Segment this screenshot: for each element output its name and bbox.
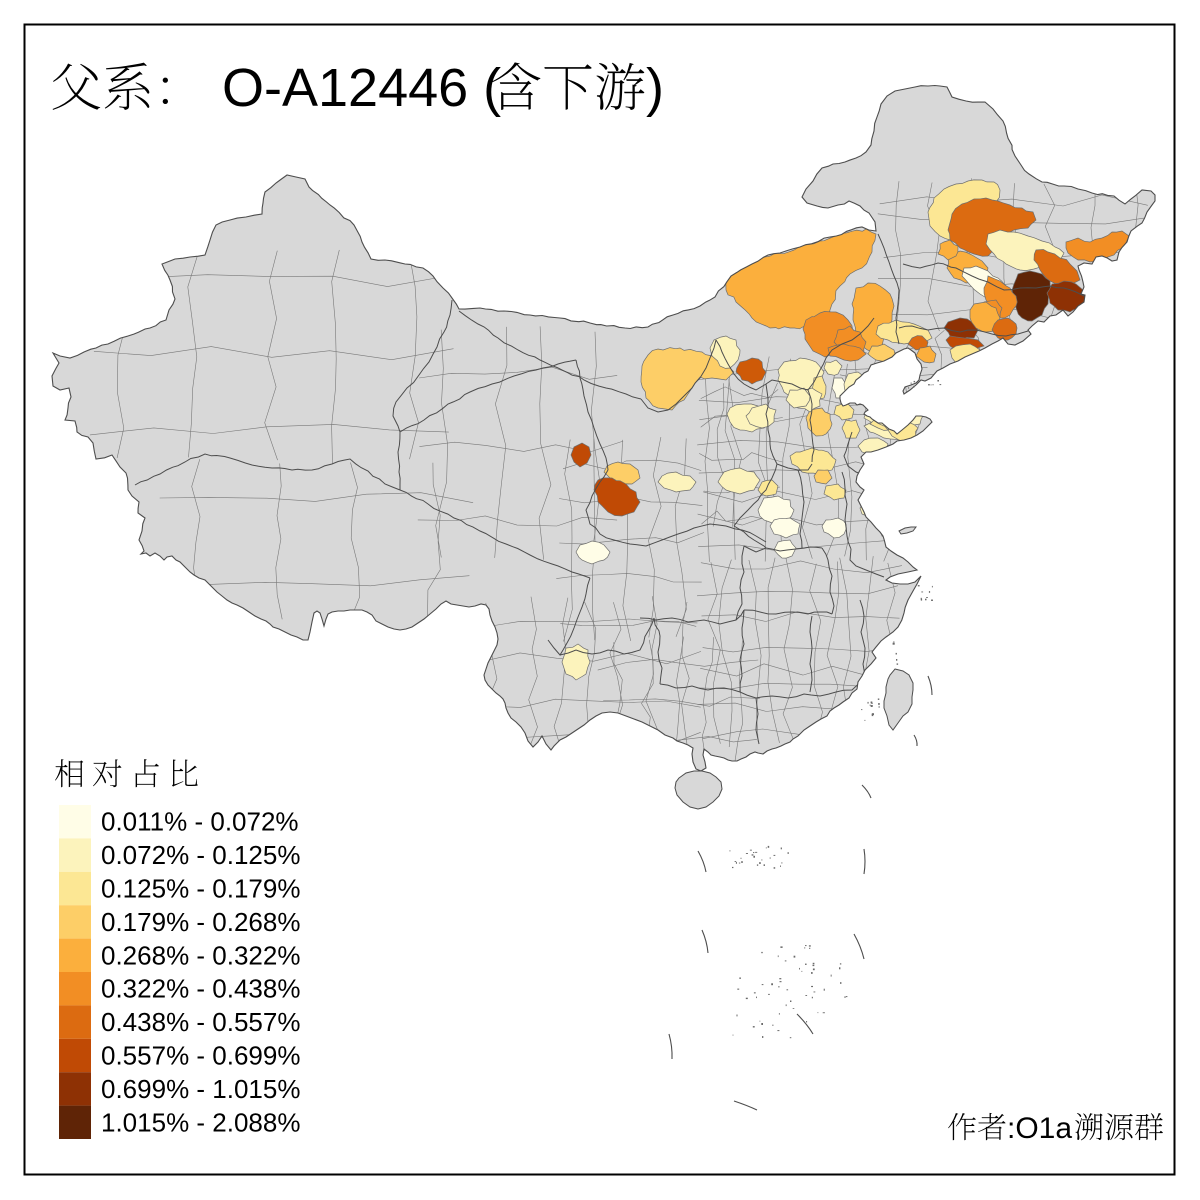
svg-text:0.557% - 0.699%: 0.557% - 0.699% xyxy=(101,1041,300,1071)
svg-text:0.179% - 0.268%: 0.179% - 0.268% xyxy=(101,907,300,937)
svg-text:0.438% - 0.557%: 0.438% - 0.557% xyxy=(101,1007,300,1037)
svg-text:): ) xyxy=(646,58,664,118)
svg-text:0.011% - 0.072%: 0.011% - 0.072% xyxy=(101,807,299,837)
svg-text:0.322% - 0.438%: 0.322% - 0.438% xyxy=(101,974,300,1004)
svg-text:0.072% - 0.125%: 0.072% - 0.125% xyxy=(101,840,300,870)
svg-text:1.015% - 2.088%: 1.015% - 2.088% xyxy=(101,1107,300,1137)
svg-text:0.268% - 0.322%: 0.268% - 0.322% xyxy=(101,940,300,970)
svg-text::O1a: :O1a xyxy=(1007,1112,1072,1145)
svg-text:O-A12446 (: O-A12446 ( xyxy=(222,58,501,118)
svg-text:0.125% - 0.179%: 0.125% - 0.179% xyxy=(101,874,300,904)
svg-text:0.699% - 1.015%: 0.699% - 1.015% xyxy=(101,1074,300,1104)
